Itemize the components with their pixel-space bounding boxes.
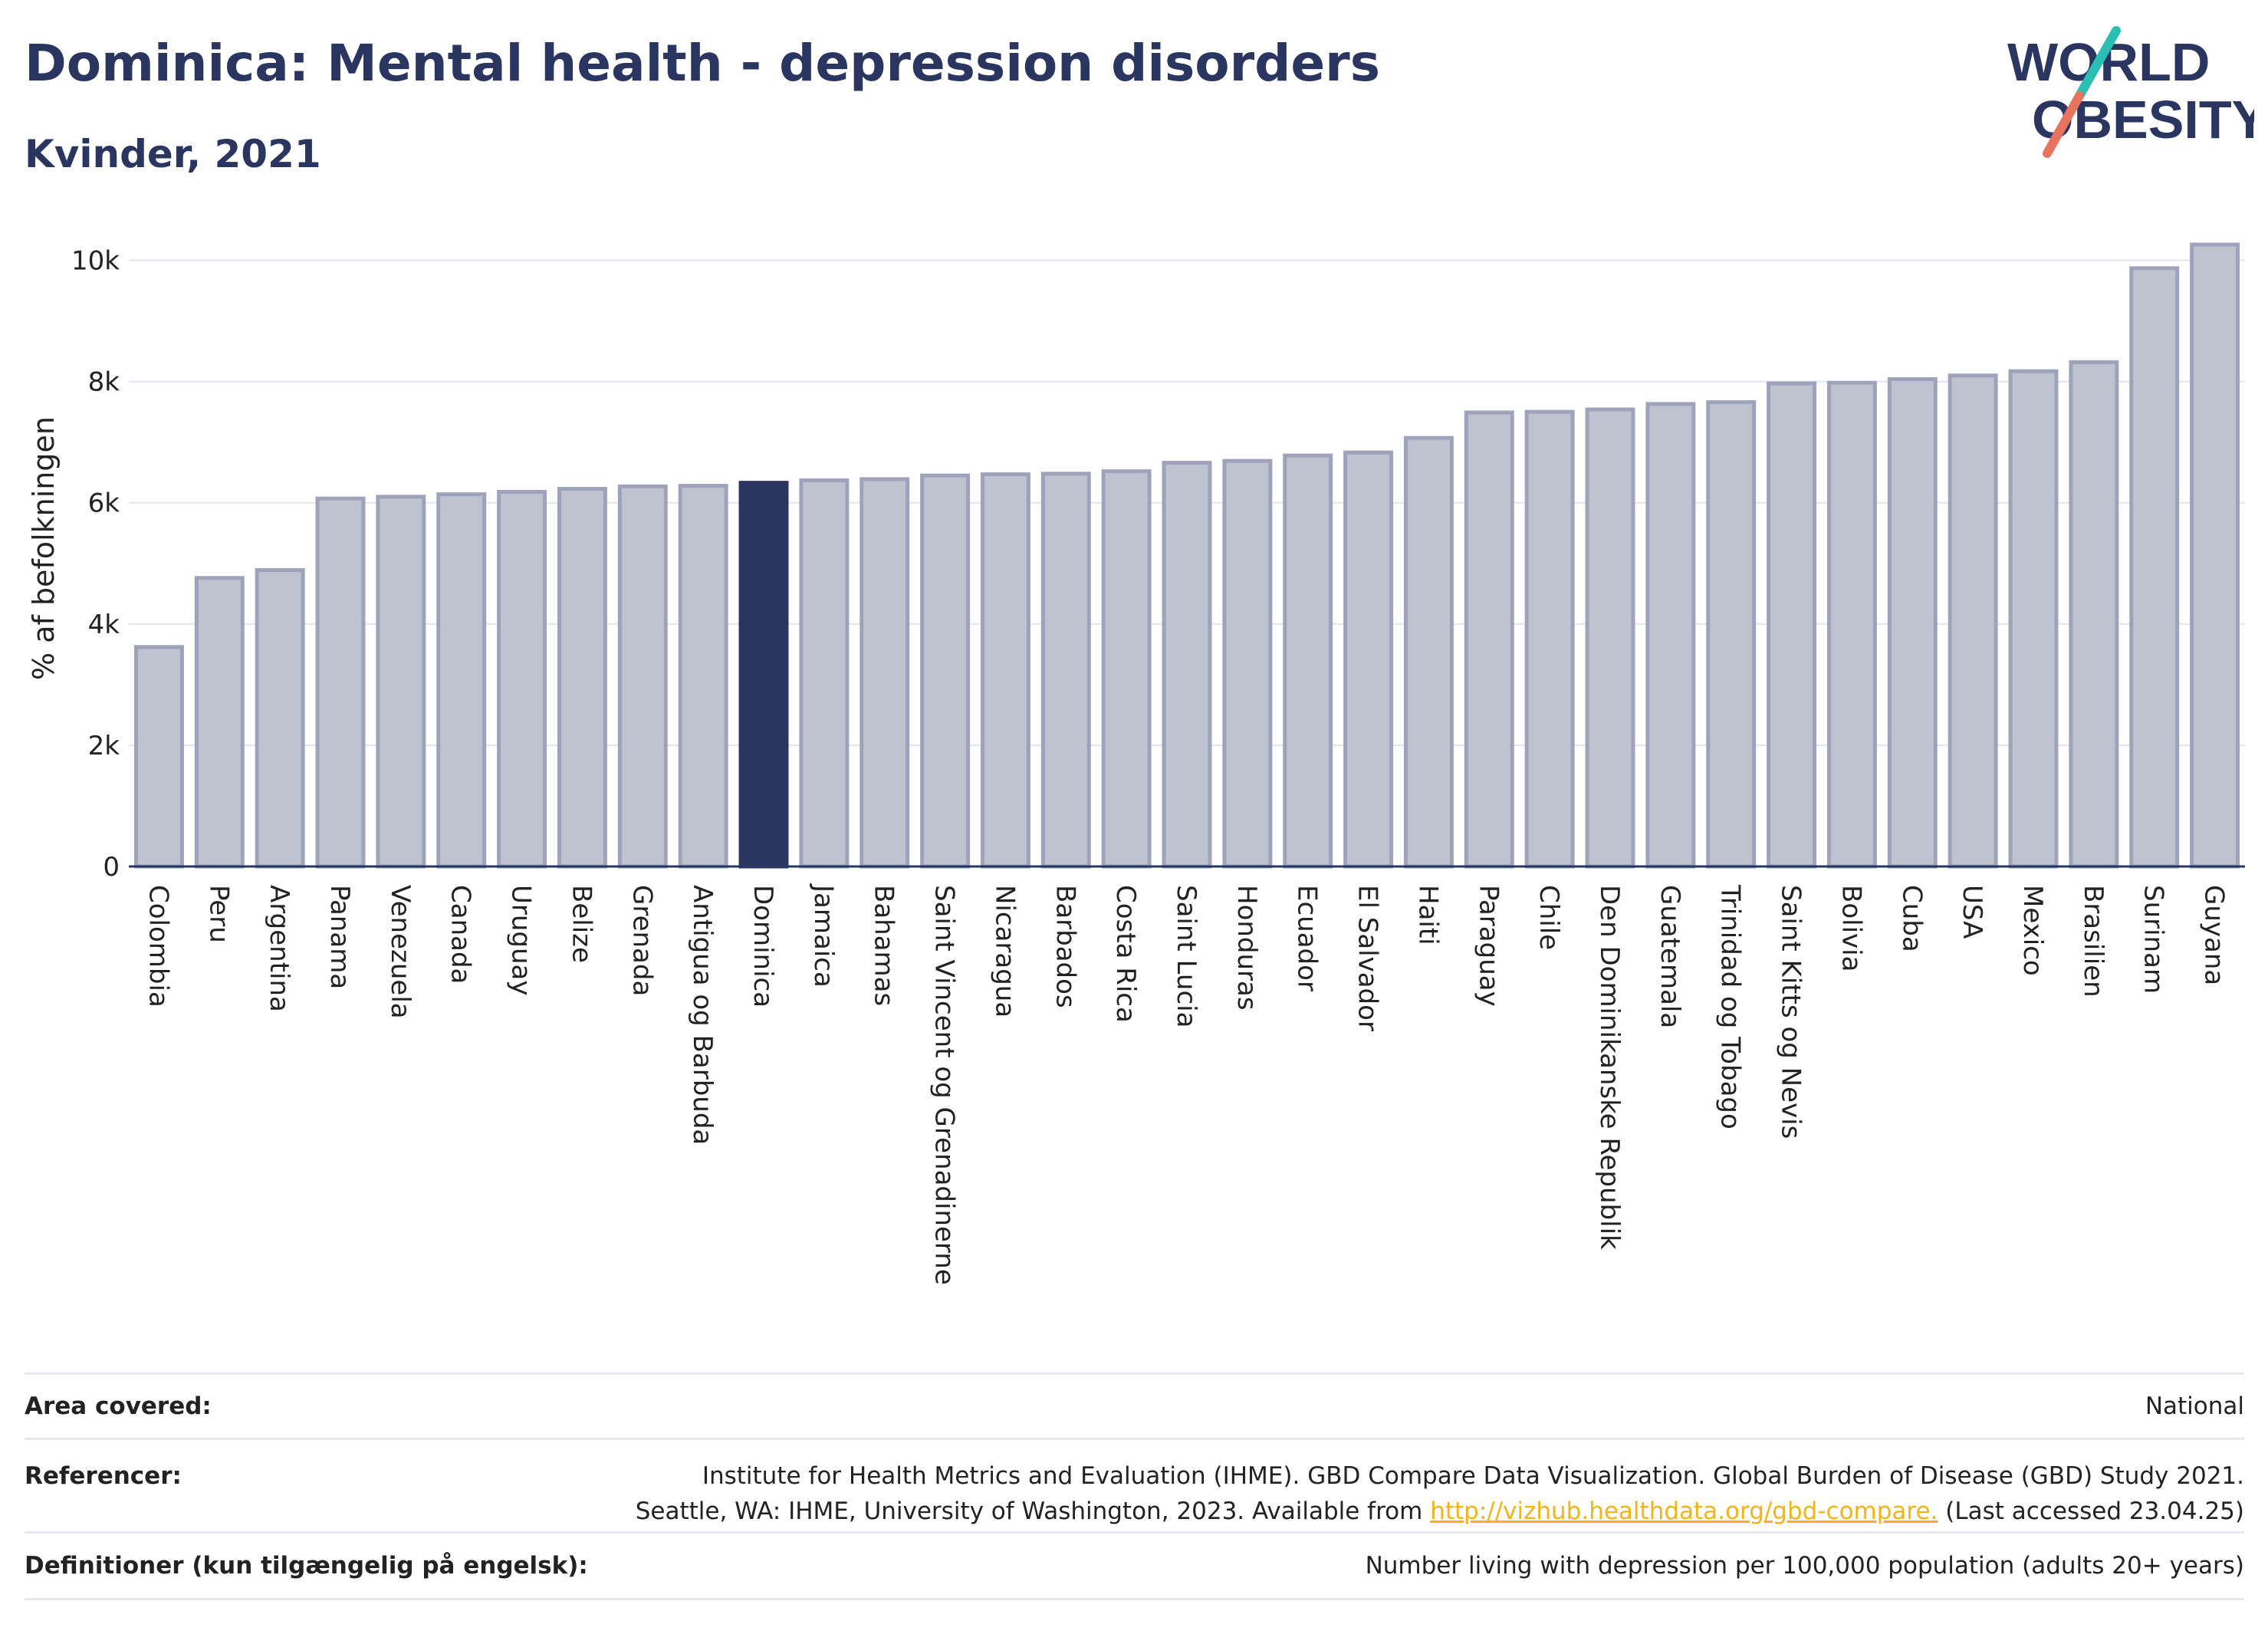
x-tick-label: Bolivia xyxy=(1836,885,1866,972)
x-tick-label: Saint Lucia xyxy=(1171,885,1201,1027)
bar-dominica xyxy=(738,481,789,869)
y-tick-label: 4k xyxy=(88,610,120,640)
x-tick-label: Argentina xyxy=(264,885,294,1012)
chart-subtitle: Kvinder, 2021 xyxy=(25,132,321,176)
x-tick-label: Saint Vincent og Grenadinerne xyxy=(929,885,960,1285)
x-tick-label: Costa Rica xyxy=(1110,885,1141,1023)
bar-venezuela xyxy=(376,495,426,869)
chart-footer: Area covered: National Referencer: Insti… xyxy=(25,1373,2244,1600)
bar-trinidad-og-tobago xyxy=(1706,399,1757,869)
y-tick-label: 2k xyxy=(88,731,120,761)
bar-ecuador xyxy=(1283,453,1333,869)
bar-canada xyxy=(436,492,487,869)
bar-antigua-og-barbuda xyxy=(678,484,728,869)
x-tick-label: Brasilien xyxy=(2078,885,2109,998)
bar-barbados xyxy=(1040,472,1091,869)
x-tick-label: Grenada xyxy=(626,885,657,996)
bar-nicaragua xyxy=(980,472,1030,869)
bar-bolivia xyxy=(1826,380,1877,869)
references-line2-post: (Last accessed 23.04.25) xyxy=(1938,1498,2244,1525)
x-tick-label: Colombia xyxy=(143,885,173,1008)
y-tick-label: 10k xyxy=(71,246,120,277)
references-value: Institute for Health Metrics and Evaluat… xyxy=(636,1458,2244,1529)
x-tick-label: Belize xyxy=(566,885,597,963)
x-tick-label: Venezuela xyxy=(385,885,416,1019)
bar-haiti xyxy=(1403,436,1454,869)
y-axis-label: % af befolkningen xyxy=(27,416,61,680)
footer-row-area: Area covered: National xyxy=(25,1373,2244,1438)
x-tick-label: Panama xyxy=(324,885,355,989)
bar-panama xyxy=(315,496,366,869)
x-tick-label: Peru xyxy=(203,885,234,943)
bar-grenada xyxy=(617,484,668,869)
definitions-label: Definitioner (kun tilgængelig på engelsk… xyxy=(25,1552,588,1580)
bar-guyana xyxy=(2190,242,2240,869)
x-tick-label: Jamaica xyxy=(808,883,839,988)
bar-saint-vincent-og-grenadinerne xyxy=(920,473,971,869)
x-tick-label: USA xyxy=(1957,885,1987,939)
x-tick-label: Saint Kitts og Nevis xyxy=(1776,885,1806,1139)
bar-saint-kitts-og-nevis xyxy=(1767,381,1817,869)
bar-belize xyxy=(557,487,607,869)
x-tick-label: Cuba xyxy=(1896,885,1927,952)
x-tick-label: Canada xyxy=(445,885,476,984)
bar-uruguay xyxy=(497,489,547,869)
bar-colombia xyxy=(133,645,184,869)
x-tick-label: Barbados xyxy=(1050,885,1080,1008)
bar-el-salvador xyxy=(1343,450,1394,869)
bar-den-dominikanske-republik xyxy=(1585,407,1635,869)
bar-usa xyxy=(1948,373,1998,869)
bar-costa-rica xyxy=(1101,469,1152,869)
bar-saint-lucia xyxy=(1162,461,1212,869)
x-tick-label: Honduras xyxy=(1231,885,1262,1011)
bar-chart: 0 2k 4k 6k 8k 10k % af befolkningen Colombia Per… xyxy=(27,242,2245,1285)
bar-cuba xyxy=(1887,376,1938,869)
bar-argentina xyxy=(255,567,305,869)
x-tick-label: Mexico xyxy=(2017,885,2048,976)
bar-honduras xyxy=(1222,459,1273,869)
logo-slash-coral xyxy=(2043,91,2084,158)
bar-mexico xyxy=(2008,369,2059,869)
footer-row-references: Referencer: Institute for Health Metrics… xyxy=(25,1438,2244,1531)
logo-slash-teal xyxy=(2075,26,2121,100)
footer-row-definitions: Definitioner (kun tilgængelig på engelsk… xyxy=(25,1531,2244,1600)
bar-guatemala xyxy=(1645,402,1696,869)
bar-chile xyxy=(1524,409,1575,869)
area-value: National xyxy=(2145,1392,2244,1420)
x-tick-label: Chile xyxy=(1533,885,1564,950)
x-tick-label: El Salvador xyxy=(1353,885,1383,1031)
bar-peru xyxy=(194,576,245,869)
bar-bahamas xyxy=(860,477,910,869)
bar-surinam xyxy=(2129,266,2180,869)
x-tick-label: Surinam xyxy=(2138,885,2169,994)
x-tick-label: Ecuador xyxy=(1292,885,1323,991)
references-label: Referencer: xyxy=(25,1462,182,1490)
x-tick-label: Uruguay xyxy=(506,885,537,996)
x-tick-label: Nicaragua xyxy=(989,885,1020,1018)
x-tick-label: Guatemala xyxy=(1655,885,1685,1028)
x-tick-label: Paraguay xyxy=(1473,885,1504,1007)
y-tick-label: 6k xyxy=(88,488,120,519)
bar-paraguay xyxy=(1464,410,1514,869)
chart-title: Dominica: Mental health - depression dis… xyxy=(25,34,1381,93)
world-obesity-logo: WORLD OBESITY xyxy=(2007,26,2254,158)
references-line2-pre: Seattle, WA: IHME, University of Washing… xyxy=(635,1498,1431,1525)
x-tick-label: Haiti xyxy=(1412,885,1443,945)
x-tick-label: Dominica xyxy=(748,885,778,1008)
x-tick-label: Antigua og Barbuda xyxy=(687,885,718,1145)
x-tick-label: Bahamas xyxy=(869,885,899,1006)
y-tick-label: 8k xyxy=(88,367,120,398)
x-tick-label: Den Dominikanske Republik xyxy=(1594,885,1625,1250)
references-link[interactable]: http://vizhub.healthdata.org/gbd-compare… xyxy=(1430,1498,1938,1525)
definitions-value: Number living with depression per 100,00… xyxy=(1365,1552,2244,1580)
references-line1: Institute for Health Metrics and Evaluat… xyxy=(702,1462,2244,1490)
bar-brasilien xyxy=(2069,360,2119,869)
y-tick-label: 0 xyxy=(103,852,120,883)
x-tick-label: Trinidad og Tobago xyxy=(1715,884,1746,1129)
area-label: Area covered: xyxy=(25,1392,212,1420)
bar-jamaica xyxy=(799,478,850,869)
x-tick-label: Guyana xyxy=(2199,885,2230,985)
